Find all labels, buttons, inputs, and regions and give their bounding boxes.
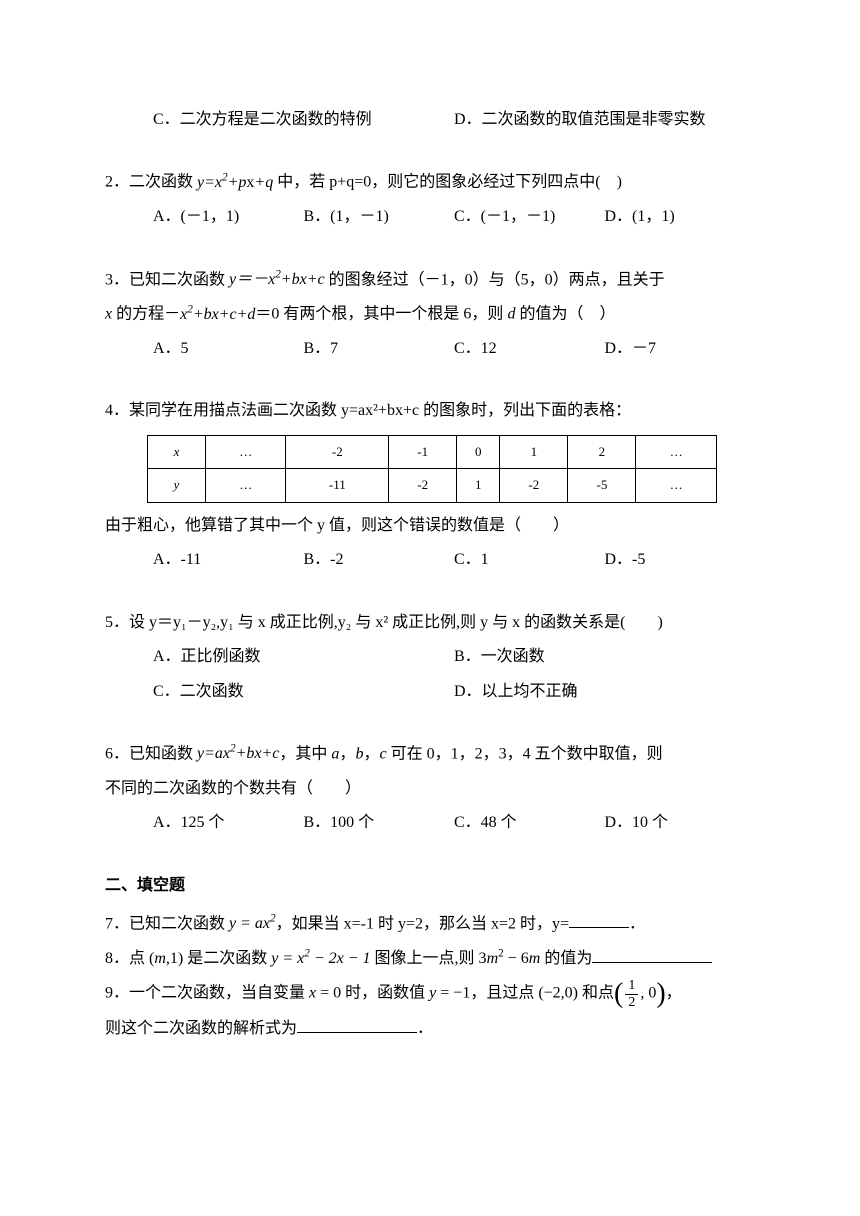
q1-options-cd: C．二次方程是二次函数的特例 D．二次函数的取值范围是非零实数	[105, 105, 755, 135]
q4-table: x … -2 -1 0 1 2 … y … -11 -2 1 -2 -5 …	[147, 435, 717, 503]
q9-line2: 则这个二次函数的解析式为 ．	[105, 1014, 755, 1044]
q3-line2: x 的方程－x2+bx+c+d＝0 有两个根，其中一个根是 6，则 d 的值为（…	[105, 299, 755, 330]
paren-open-icon: (	[614, 980, 623, 1008]
q3-formula: y＝－x2+bx+c	[229, 271, 325, 288]
table-row-y: y … -11 -2 1 -2 -5 …	[148, 469, 717, 503]
q9-line1-post: ，	[666, 985, 682, 1002]
option-d: D．二次函数的取值范围是非零实数	[454, 105, 755, 135]
q8-text: 8．点 (m,1) 是二次函数 y = x2 − 2x − 1 图像上一点,则 …	[105, 950, 592, 967]
table-cell: …	[636, 435, 717, 469]
option-c: C．12	[454, 334, 605, 364]
option-d: D．-5	[605, 545, 756, 575]
option-a: A．正比例函数	[153, 642, 454, 672]
q8: 8．点 (m,1) 是二次函数 y = x2 − 2x − 1 图像上一点,则 …	[105, 944, 755, 975]
q3-line1: 3．已知二次函数 y＝－x2+bx+c 的图象经过（－1，0）与（5，0）两点，…	[105, 265, 755, 296]
option-c: C．二次方程是二次函数的特例	[153, 105, 454, 135]
q2-formula: y=x2+px+q	[197, 174, 273, 191]
q3-line1-pre: 3．已知二次函数	[105, 271, 229, 288]
paren-close-icon: )	[656, 980, 665, 1008]
table-cell: …	[206, 435, 286, 469]
q4-stem: 4．某同学在用描点法画二次函数 y=ax²+bx+c 的图象时，列出下面的表格：	[105, 396, 755, 426]
comma-zero: , 0	[640, 985, 656, 1002]
q6-line1: 6．已知函数 y=ax2+bx+c，其中 a，b，c 可在 0，1，2，3，4 …	[105, 739, 755, 770]
q3-options: A．5 B．7 C．12 D．－7	[105, 334, 755, 364]
q5-options-cd: C．二次函数 D．以上均不正确	[105, 677, 755, 707]
option-c: C．二次函数	[153, 677, 454, 707]
q6-options: A．125 个 B．100 个 C．48 个 D．10 个	[105, 808, 755, 838]
option-a: A．5	[153, 334, 304, 364]
option-d: D．(1，1)	[605, 202, 756, 232]
spacer	[105, 580, 755, 608]
q3-line1-post: 的图象经过（－1，0）与（5，0）两点，且关于	[325, 271, 665, 288]
fraction: 12	[625, 978, 638, 1010]
option-a: A．-11	[153, 545, 304, 575]
q6-line1-text: 6．已知函数 y=ax2+bx+c，其中 a，b，c 可在 0，1，2，3，4 …	[105, 745, 663, 762]
option-b: B．100 个	[304, 808, 455, 838]
q7-suffix: ．	[629, 915, 645, 932]
q2-stem-post: 中，若 p+q=0，则它的图象必经过下列四点中( )	[273, 174, 622, 191]
option-d: D．－7	[605, 334, 756, 364]
blank-fill	[569, 912, 629, 928]
spacer	[105, 843, 755, 871]
section-2-header: 二、填空题	[105, 871, 755, 901]
q9-line1: 9．一个二次函数，当自变量 x = 0 时，函数值 y = −1，且过点 (−2…	[105, 978, 755, 1010]
option-b: B．(1，－1)	[304, 202, 455, 232]
table-cell: x	[148, 435, 206, 469]
table-cell: -2	[286, 435, 389, 469]
option-d: D．以上均不正确	[454, 677, 755, 707]
option-b: B．-2	[304, 545, 455, 575]
q2-stem-pre: 2．二次函数	[105, 174, 197, 191]
q7-text: 7．已知二次函数 y = ax2，如果当 x=-1 时 y=2，那么当 x=2 …	[105, 915, 569, 932]
option-c: C．(－1，－1)	[454, 202, 605, 232]
table-cell: …	[636, 469, 717, 503]
q9-line1-text: 9．一个二次函数，当自变量 x = 0 时，函数值 y = −1，且过点 (−2…	[105, 985, 614, 1002]
spacer	[105, 237, 755, 265]
table-cell: 2	[568, 435, 636, 469]
table-cell: -2	[500, 469, 568, 503]
option-c: C．1	[454, 545, 605, 575]
table-cell: 1	[500, 435, 568, 469]
q4-options: A．-11 B．-2 C．1 D．-5	[105, 545, 755, 575]
q9-line2-text: 则这个二次函数的解析式为	[105, 1020, 297, 1037]
table-cell: -2	[389, 469, 457, 503]
frac-den: 2	[625, 995, 638, 1010]
option-c: C．48 个	[454, 808, 605, 838]
q5-stem: 5．设 y＝y₁－y₂,y₁ 与 x 成正比例,y₂ 与 x² 成正比例,则 y…	[105, 608, 755, 638]
table-cell: -1	[389, 435, 457, 469]
q2-stem: 2．二次函数 y=x2+px+q 中，若 p+q=0，则它的图象必经过下列四点中…	[105, 167, 755, 198]
table-cell: y	[148, 469, 206, 503]
blank-fill	[592, 947, 712, 963]
q5-options-ab: A．正比例函数 B．一次函数	[105, 642, 755, 672]
table-cell: -11	[286, 469, 389, 503]
blank-fill	[297, 1017, 417, 1033]
option-a: A．125 个	[153, 808, 304, 838]
table-cell: -5	[568, 469, 636, 503]
table-cell: …	[206, 469, 286, 503]
q7: 7．已知二次函数 y = ax2，如果当 x=-1 时 y=2，那么当 x=2 …	[105, 909, 755, 940]
frac-num: 1	[625, 978, 638, 994]
q3-line2-rest: 的方程－x2+bx+c+d＝0 有两个根，其中一个根是 6，则 d 的值为（ ）	[112, 306, 615, 323]
spacer	[105, 368, 755, 396]
option-b: B．一次函数	[454, 642, 755, 672]
spacer	[105, 139, 755, 167]
table-cell: 0	[457, 435, 500, 469]
q2-options: A．(－1，1) B．(1，－1) C．(－1，－1) D．(1，1)	[105, 202, 755, 232]
table-row-x: x … -2 -1 0 1 2 …	[148, 435, 717, 469]
q9-suffix: ．	[417, 1020, 433, 1037]
spacer	[105, 711, 755, 739]
table-cell: 1	[457, 469, 500, 503]
option-a: A．(－1，1)	[153, 202, 304, 232]
option-d: D．10 个	[605, 808, 756, 838]
option-b: B．7	[304, 334, 455, 364]
q6-line2: 不同的二次函数的个数共有（ ）	[105, 774, 755, 804]
q4-after: 由于粗心，他算错了其中一个 y 值，则这个错误的数值是（ ）	[105, 511, 755, 541]
